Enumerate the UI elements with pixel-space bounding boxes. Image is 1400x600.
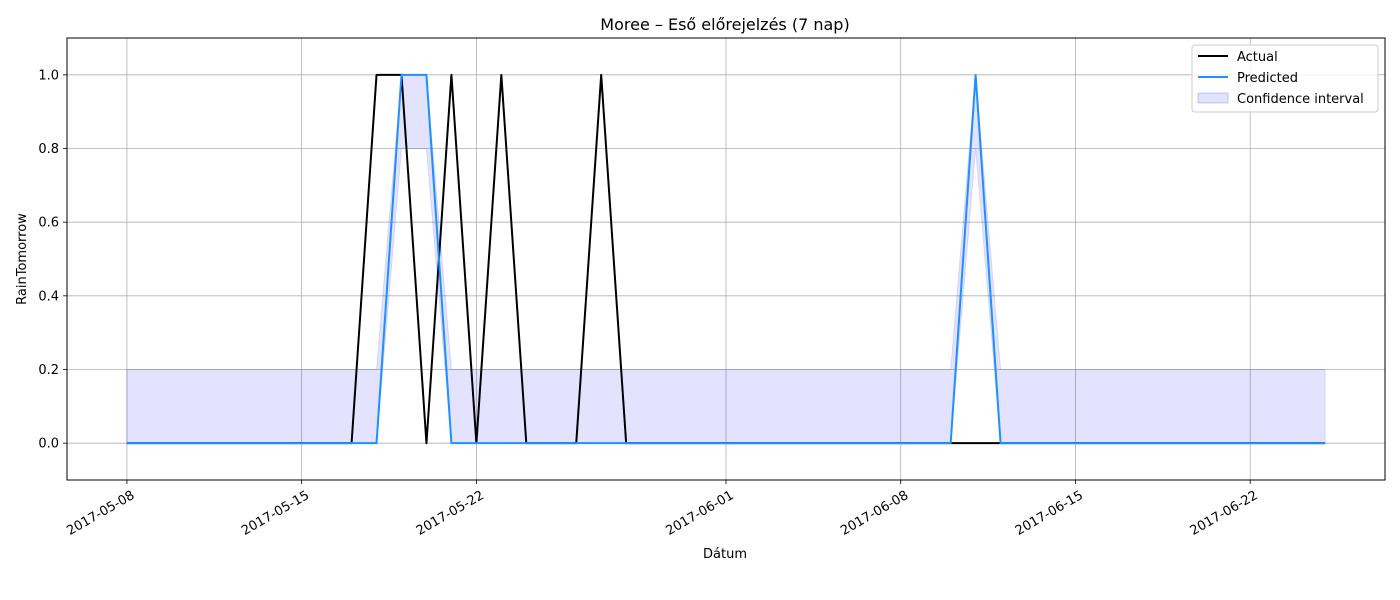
y-tick-label: 0.6: [38, 216, 59, 231]
legend-ci-swatch: [1197, 92, 1229, 104]
legend-box: [1191, 44, 1379, 113]
y-axis-label: RainTomorrow: [15, 213, 30, 305]
chart-title: Moree – Eső előrejelzés (7 nap): [600, 15, 849, 34]
y-tick-label: 1.0: [38, 68, 59, 83]
y-ticks: 0.0 0.2 0.4 0.6 0.8 1.0: [38, 68, 67, 452]
legend-predicted-label: Predicted: [1237, 71, 1298, 86]
x-tick-label: 2017-06-22: [1188, 488, 1261, 539]
y-tick-label: 0.2: [38, 363, 59, 378]
series-lines: [126, 73, 1326, 445]
x-tick-label: 2017-05-15: [239, 488, 312, 539]
legend-actual-label: Actual: [1237, 50, 1278, 65]
x-ticks: 2017-05-08 2017-05-15 2017-05-22 2017-06-01…: [64, 480, 1261, 539]
legend: Actual Predicted Confidence interval: [1191, 44, 1379, 113]
y-tick-label: 0.8: [38, 142, 59, 157]
x-tick-label: 2017-06-15: [1013, 488, 1086, 539]
legend-ci-label: Confidence interval: [1237, 92, 1364, 107]
x-tick-label: 2017-05-22: [414, 488, 487, 539]
x-tick-label: 2017-05-08: [64, 488, 137, 539]
y-tick-label: 0.0: [38, 437, 59, 452]
x-axis-label: Dátum: [703, 547, 747, 562]
y-tick-label: 0.4: [38, 289, 59, 304]
series-line-predicted: [126, 73, 1326, 445]
x-tick-label: 2017-06-08: [838, 488, 911, 539]
x-tick-label: 2017-06-01: [663, 488, 736, 539]
